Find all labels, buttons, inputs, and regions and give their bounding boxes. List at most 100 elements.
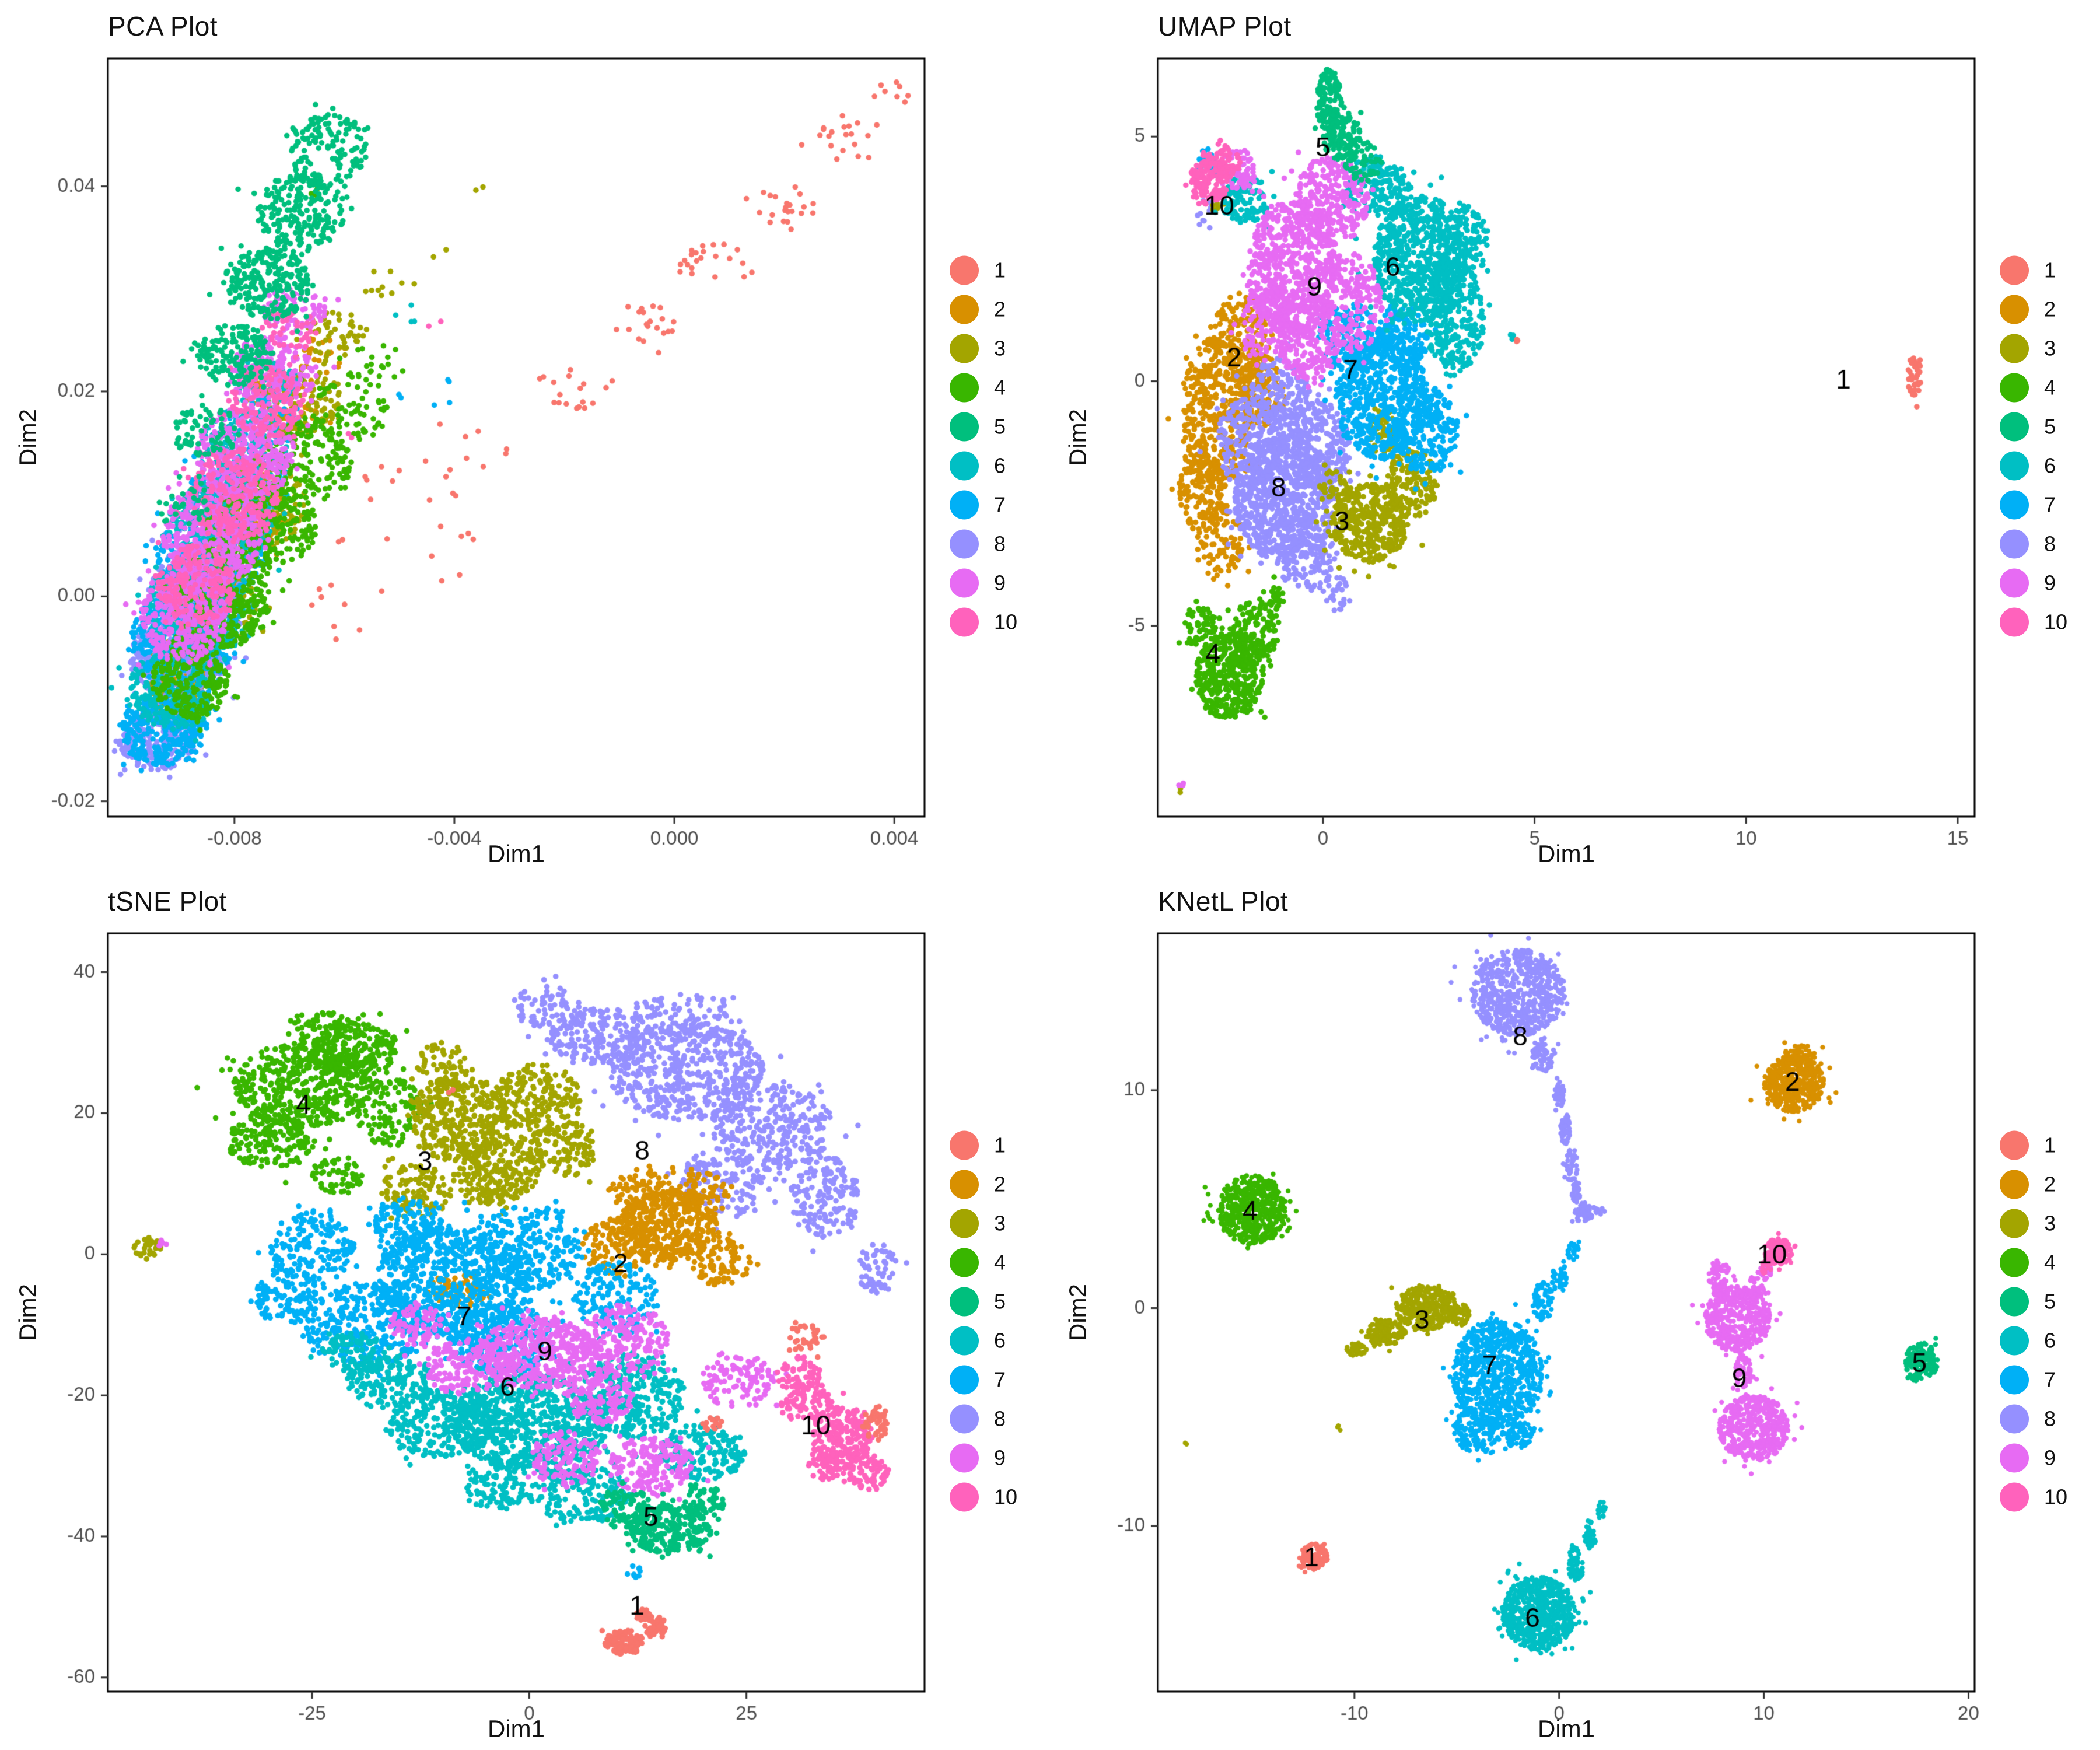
cluster-1-color-dot xyxy=(950,1130,979,1160)
cluster-2-color-dot xyxy=(950,295,979,324)
cluster-4-color-dot xyxy=(950,1248,979,1278)
legend-label: 3 xyxy=(2044,1211,2056,1236)
cluster-6-color-dot xyxy=(2000,451,2029,481)
legend-item-3: 3 xyxy=(2000,1209,2067,1238)
legend-item-5: 5 xyxy=(2000,1287,2067,1317)
cluster-10-color-dot xyxy=(950,607,979,637)
legend-item-10: 10 xyxy=(950,1482,1018,1512)
legend-item-6: 6 xyxy=(950,1326,1017,1356)
knetl-y-axis-label: Dim2 xyxy=(1064,1283,1091,1342)
cluster-1-color-dot xyxy=(950,256,979,285)
cluster-10-color-dot xyxy=(950,1482,979,1512)
knetl-title: KNetL Plot xyxy=(1158,886,1289,916)
legend-item-5: 5 xyxy=(950,412,1017,442)
legend-label: 4 xyxy=(994,375,1006,400)
legend-item-7: 7 xyxy=(2000,490,2067,520)
cluster-3-color-dot xyxy=(950,1209,979,1238)
legend-item-2: 2 xyxy=(950,295,1017,324)
cluster-9-color-dot xyxy=(2000,1443,2029,1473)
legend-label: 10 xyxy=(994,1485,1018,1509)
cluster-2-color-dot xyxy=(2000,1170,2029,1199)
umap-legend: 1 2 3 4 5 6 7 8 9 10 xyxy=(2000,256,2067,637)
legend-label: 3 xyxy=(2044,336,2056,360)
cluster-6-color-dot xyxy=(2000,1326,2029,1356)
legend-label: 7 xyxy=(994,1367,1006,1392)
tsne-x-axis-label: Dim1 xyxy=(487,1715,545,1742)
cluster-6-color-dot xyxy=(950,451,979,481)
tsne-scatter xyxy=(0,875,1050,1750)
cluster-9-color-dot xyxy=(950,568,979,598)
legend-item-2: 2 xyxy=(2000,1170,2067,1199)
cluster-9-color-dot xyxy=(2000,568,2029,598)
cluster-1-color-dot xyxy=(2000,256,2029,285)
legend-label: 4 xyxy=(2044,375,2056,400)
cluster-8-color-dot xyxy=(2000,1404,2029,1434)
knetl-scatter xyxy=(1050,875,2100,1750)
legend-item-9: 9 xyxy=(2000,1443,2067,1473)
cluster-7-color-dot xyxy=(950,1365,979,1395)
tsne-panel: tSNE Plot Dim2 Dim1 1 2 3 4 5 6 7 8 9 10 xyxy=(0,875,1050,1750)
legend-label: 4 xyxy=(2044,1250,2056,1275)
pca-title: PCA Plot xyxy=(108,11,218,41)
legend-item-6: 6 xyxy=(950,451,1017,481)
legend-label: 10 xyxy=(994,610,1018,634)
cluster-6-color-dot xyxy=(950,1326,979,1356)
cluster-10-color-dot xyxy=(2000,607,2029,637)
cluster-5-color-dot xyxy=(2000,412,2029,442)
tsne-y-axis-label: Dim2 xyxy=(14,1283,41,1342)
cluster-4-color-dot xyxy=(2000,373,2029,402)
legend-label: 5 xyxy=(994,414,1006,439)
cluster-1-color-dot xyxy=(2000,1130,2029,1160)
legend-item-7: 7 xyxy=(950,1365,1017,1395)
cluster-10-color-dot xyxy=(2000,1482,2029,1512)
legend-label: 4 xyxy=(994,1250,1006,1275)
legend-item-1: 1 xyxy=(2000,1130,2067,1160)
cluster-3-color-dot xyxy=(2000,334,2029,363)
cluster-7-color-dot xyxy=(2000,1365,2029,1395)
cluster-8-color-dot xyxy=(950,1404,979,1434)
legend-item-4: 4 xyxy=(2000,1248,2067,1278)
legend-item-8: 8 xyxy=(2000,529,2067,559)
legend-label: 3 xyxy=(994,1211,1006,1236)
cluster-4-color-dot xyxy=(950,373,979,402)
pca-x-axis-label: Dim1 xyxy=(487,840,545,867)
legend-item-7: 7 xyxy=(2000,1365,2067,1395)
legend-label: 5 xyxy=(2044,414,2056,439)
umap-title: UMAP Plot xyxy=(1158,11,1292,41)
knetl-panel: KNetL Plot Dim2 Dim1 1 2 3 4 5 6 7 8 9 10 xyxy=(1050,875,2100,1750)
cluster-3-color-dot xyxy=(950,334,979,363)
legend-item-4: 4 xyxy=(2000,373,2067,402)
legend-label: 2 xyxy=(2044,1172,2056,1196)
cluster-5-color-dot xyxy=(950,412,979,442)
legend-label: 3 xyxy=(994,336,1006,360)
legend-label: 1 xyxy=(994,1133,1006,1157)
cluster-4-color-dot xyxy=(2000,1248,2029,1278)
umap-scatter xyxy=(1050,0,2100,875)
pca-panel: PCA Plot Dim2 Dim1 1 2 3 4 5 6 7 8 9 10 xyxy=(0,0,1050,875)
legend-item-5: 5 xyxy=(950,1287,1017,1317)
legend-item-3: 3 xyxy=(950,334,1017,363)
pca-scatter xyxy=(0,0,1050,875)
legend-label: 5 xyxy=(994,1289,1006,1314)
legend-label: 7 xyxy=(994,492,1006,517)
legend-label: 9 xyxy=(994,1446,1006,1470)
legend-item-4: 4 xyxy=(950,373,1017,402)
legend-label: 5 xyxy=(2044,1289,2056,1314)
tsne-title: tSNE Plot xyxy=(108,886,227,916)
legend-label: 9 xyxy=(2044,1446,2056,1470)
legend-label: 1 xyxy=(2044,258,2056,282)
legend-label: 9 xyxy=(994,570,1006,595)
legend-item-9: 9 xyxy=(950,1443,1017,1473)
cluster-5-color-dot xyxy=(2000,1287,2029,1317)
legend-label: 1 xyxy=(994,258,1006,282)
legend-label: 6 xyxy=(994,453,1006,478)
legend-item-7: 7 xyxy=(950,490,1017,520)
cluster-7-color-dot xyxy=(2000,490,2029,520)
umap-y-axis-label: Dim2 xyxy=(1064,408,1091,467)
legend-label: 10 xyxy=(2044,1485,2068,1509)
legend-label: 8 xyxy=(2044,1406,2056,1431)
legend-item-3: 3 xyxy=(950,1209,1017,1238)
cluster-7-color-dot xyxy=(950,490,979,520)
legend-label: 10 xyxy=(2044,610,2068,634)
